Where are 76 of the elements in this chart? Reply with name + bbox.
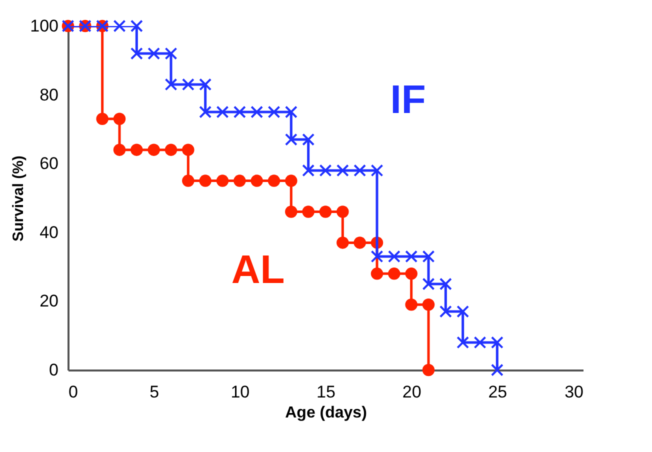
point [319,206,332,218]
point [370,268,384,280]
point [164,144,178,156]
point [164,78,178,91]
point [422,364,435,376]
point [250,106,264,118]
point [164,47,178,60]
point [130,144,143,156]
point [388,268,400,280]
x-tick-label: 10 [230,382,250,402]
x-tick-label: 0 [68,382,78,402]
point [439,278,452,290]
point [336,206,349,218]
point [405,298,418,311]
point [285,206,298,218]
y-tick-label: 80 [40,85,58,104]
point [268,174,280,187]
point [490,364,504,376]
point [199,106,212,118]
point [405,268,418,280]
x-tick-label: 30 [564,382,584,402]
point [182,78,194,91]
x-tick-label: 20 [402,382,422,402]
point [148,144,160,156]
point [388,250,400,263]
point [336,236,349,249]
y-tick-label: 60 [40,154,58,174]
x-axis-title: Age (days) [285,404,367,422]
point [422,278,435,290]
point [302,206,314,218]
point [422,298,435,311]
y-tick-label: 20 [40,292,58,311]
point [233,106,246,118]
point [405,250,418,263]
point [113,20,126,32]
point [439,305,452,318]
point [490,336,504,349]
point [96,112,108,125]
point [148,47,160,60]
point [456,305,470,318]
point [284,106,298,118]
point [336,164,349,177]
y-axis-title: Survival (%) [10,156,28,242]
point [370,164,384,177]
point [285,174,298,187]
point [370,250,384,263]
point [302,133,315,146]
point [456,336,470,349]
point [130,20,143,32]
point [250,174,263,187]
point [199,174,212,187]
point [130,47,143,60]
point [474,336,486,349]
series-label: IF [390,78,426,122]
y-tick-label: 100 [30,16,58,36]
point [216,106,229,118]
x-tick-label: 25 [488,382,508,402]
point [268,106,280,118]
x-tick-label: 5 [150,382,160,402]
point [182,144,194,156]
point [284,133,298,146]
point [216,174,229,187]
y-tick-label: 40 [40,222,58,242]
point [113,144,126,156]
point [199,78,212,91]
x-tick-label: 15 [316,382,336,402]
series-label: AL [231,248,285,292]
point [319,164,332,177]
point [422,250,435,263]
point [302,164,315,177]
point [354,236,366,249]
point [354,164,366,177]
point [234,174,246,187]
y-tick-label: 0 [49,360,58,380]
point [182,174,194,187]
point [113,112,126,125]
